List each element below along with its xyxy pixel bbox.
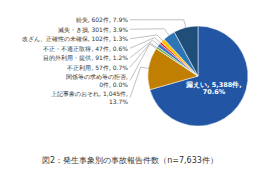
svg-text:不正・不適正取得, 47件, 0.6%: 不正・不適正取得, 47件, 0.6% [43, 45, 128, 52]
svg-text:紛失, 602件, 7.9%: 紛失, 602件, 7.9% [75, 16, 129, 23]
svg-text:不正利用, 57件, 0.7%: 不正利用, 57件, 0.7% [67, 64, 128, 71]
svg-text:滅失・き損, 301件, 3.9%: 滅失・き損, 301件, 3.9% [58, 26, 129, 34]
svg-text:目的外利用・提供, 91件, 1.2%: 目的外利用・提供, 91件, 1.2% [43, 54, 128, 61]
svg-text:上記事象のおそれ, 1,045件,13.7%: 上記事象のおそれ, 1,045件,13.7% [51, 90, 128, 105]
svg-text:漏えい, 5,388件,70.6%: 漏えい, 5,388件,70.6% [185, 81, 242, 97]
svg-text:改ざん、正確性の未確保, 102件, 1.3%: 改ざん、正確性の未確保, 102件, 1.3% [22, 35, 129, 42]
html-text:図2：発生事象別の事故報告件数（n=7,633件）: 図2：発生事象別の事故報告件数（n=7,633件） [42, 156, 218, 165]
svg-text:関係等の求め等の拒否,0件, 0.0%: 関係等の求め等の拒否,0件, 0.0% [66, 73, 128, 88]
